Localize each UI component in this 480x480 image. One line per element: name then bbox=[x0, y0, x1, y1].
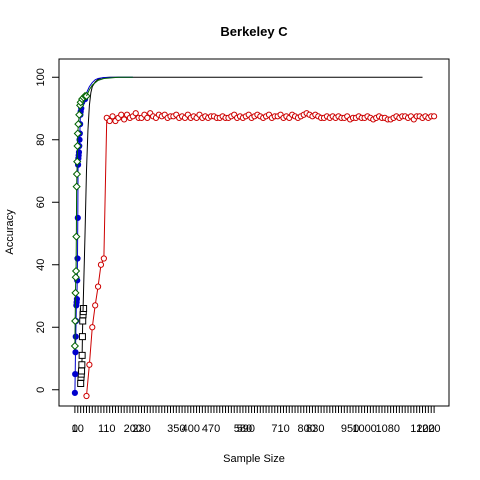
data-point bbox=[78, 333, 86, 341]
data-point bbox=[78, 361, 86, 369]
y-tick-label: 80 bbox=[35, 134, 47, 146]
x-axis-label: Sample Size bbox=[223, 453, 285, 465]
data-point bbox=[75, 110, 84, 119]
data-point bbox=[72, 349, 79, 356]
data-point bbox=[121, 116, 128, 123]
data-point bbox=[72, 232, 81, 241]
series-green-curve bbox=[86, 76, 133, 97]
y-tick-label: 20 bbox=[35, 321, 47, 333]
data-point bbox=[72, 170, 82, 179]
data-point bbox=[73, 141, 82, 151]
data-point bbox=[71, 266, 81, 276]
x-tick-label: 1000 bbox=[352, 423, 376, 435]
series-green-points bbox=[70, 91, 91, 351]
data-point bbox=[71, 273, 80, 282]
data-point bbox=[89, 324, 96, 331]
y-axis: 0 20 40 60 80 100 bbox=[35, 68, 60, 393]
x-tick-label: 830 bbox=[306, 423, 324, 435]
data-point bbox=[72, 333, 79, 340]
y-tick-label: 100 bbox=[35, 68, 47, 86]
data-point bbox=[76, 136, 83, 143]
data-point bbox=[100, 255, 107, 262]
y-tick-label: 40 bbox=[35, 259, 47, 271]
data-point bbox=[83, 392, 90, 400]
series-red-points bbox=[83, 110, 438, 400]
x-tick-label: 470 bbox=[202, 423, 220, 435]
x-tick-label: 110 bbox=[98, 423, 116, 435]
data-point bbox=[92, 302, 99, 309]
data-point bbox=[73, 157, 82, 166]
x-tick-label: 590 bbox=[237, 423, 255, 435]
y-tick-label: 0 bbox=[35, 387, 47, 393]
x-tick-label: 710 bbox=[271, 423, 289, 435]
data-point bbox=[97, 261, 105, 268]
data-point bbox=[132, 110, 139, 117]
data-point bbox=[118, 111, 125, 118]
x-tick-label: 580 bbox=[234, 423, 252, 435]
data-point bbox=[94, 283, 102, 290]
data-point bbox=[79, 317, 87, 325]
x-tick-label: 200 bbox=[124, 423, 142, 435]
x-tick-label: 10 bbox=[72, 423, 84, 435]
x-tick-label: 1220 bbox=[416, 423, 440, 435]
data-point bbox=[77, 380, 85, 387]
data-point bbox=[74, 120, 83, 129]
x-tick-label: 0 bbox=[72, 423, 78, 435]
x-tick-label: 1200 bbox=[410, 423, 434, 435]
data-point bbox=[78, 351, 86, 359]
x-tick-label: 400 bbox=[182, 423, 200, 435]
data-point bbox=[71, 389, 78, 396]
x-tick-label: 350 bbox=[167, 423, 185, 435]
x-tick-label: 1080 bbox=[376, 423, 400, 435]
x-tick-label: 230 bbox=[132, 423, 150, 435]
data-point bbox=[109, 113, 116, 120]
data-point bbox=[70, 341, 80, 351]
data-point bbox=[72, 182, 81, 191]
chart-title: Berkeley C bbox=[220, 24, 288, 39]
series-layer bbox=[70, 76, 438, 400]
data-point bbox=[71, 288, 80, 297]
data-point bbox=[431, 113, 438, 120]
y-axis-label: Accuracy bbox=[4, 209, 16, 255]
data-point bbox=[86, 361, 93, 368]
x-tick-label: 950 bbox=[341, 423, 359, 435]
data-point bbox=[71, 316, 80, 326]
x-tick-label: 800 bbox=[297, 423, 315, 435]
data-point bbox=[78, 367, 86, 375]
data-point bbox=[72, 371, 79, 378]
y-tick-label: 60 bbox=[35, 196, 47, 208]
data-point bbox=[106, 117, 113, 125]
series-line bbox=[86, 76, 133, 97]
data-point bbox=[73, 129, 82, 138]
data-point bbox=[144, 114, 151, 121]
